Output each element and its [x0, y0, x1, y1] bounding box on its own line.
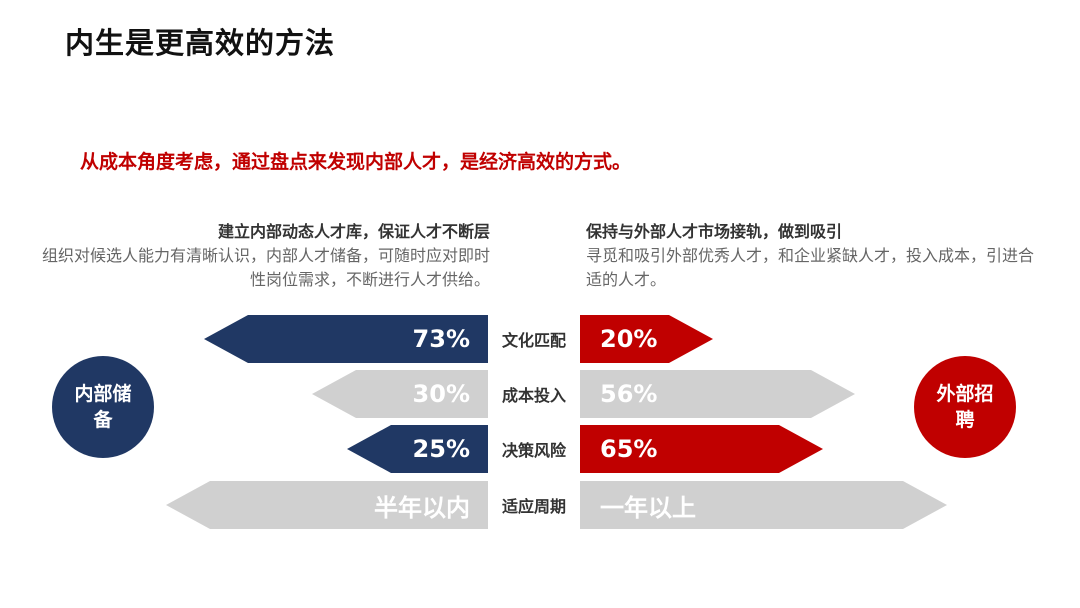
- external-cost-arrow: 56%: [580, 370, 855, 418]
- external-recruit-circle: 外部招聘: [914, 356, 1016, 458]
- external-risk-value: 65%: [600, 435, 658, 463]
- internal-risk-arrow: 25%: [347, 425, 488, 473]
- internal-adaptation-value: 半年以内: [374, 493, 470, 522]
- internal-risk-value: 25%: [412, 435, 470, 463]
- internal-culture-fit-value: 73%: [412, 325, 470, 353]
- external-recruit-label: 外部招聘: [936, 383, 994, 431]
- external-risk-arrow: 65%: [580, 425, 823, 473]
- category-adaptation: 适应周期: [501, 497, 566, 516]
- internal-adaptation-arrow: 半年以内: [166, 481, 488, 529]
- external-body: 寻觅和吸引外部优秀人才，和企业紧缺人才，投入成本，引进合适的人才。: [586, 246, 1035, 289]
- external-adaptation-arrow: 一年以上: [580, 481, 947, 529]
- internal-description: 建立内部动态人才库，保证人才不断层 组织对候选人能力有清晰认识，内部人才储备，可…: [30, 220, 490, 292]
- category-risk: 决策风险: [501, 441, 566, 460]
- internal-reserve-circle: 内部储备: [52, 356, 154, 458]
- external-description: 保持与外部人才市场接轨，做到吸引 寻觅和吸引外部优秀人才，和企业紧缺人才，投入成…: [586, 220, 1046, 292]
- category-cost: 成本投入: [501, 386, 566, 405]
- page-title: 内生是更高效的方法: [65, 26, 336, 60]
- page-subtitle: 从成本角度考虑，通过盘点来发现内部人才，是经济高效的方式。: [80, 151, 632, 173]
- internal-heading: 建立内部动态人才库，保证人才不断层: [217, 222, 490, 241]
- internal-cost-arrow: 30%: [312, 370, 488, 418]
- external-culture-fit-arrow: 20%: [580, 315, 713, 363]
- external-culture-fit-value: 20%: [600, 325, 658, 353]
- external-adaptation-value: 一年以上: [600, 493, 696, 522]
- external-cost-value: 56%: [600, 380, 658, 408]
- external-heading: 保持与外部人才市场接轨，做到吸引: [586, 222, 843, 241]
- internal-body: 组织对候选人能力有清晰认识，内部人才储备，可随时应对即时性岗位需求，不断进行人才…: [41, 246, 490, 289]
- internal-culture-fit-arrow: 73%: [204, 315, 488, 363]
- internal-reserve-label: 内部储备: [74, 383, 132, 431]
- category-culture-fit: 文化匹配: [501, 331, 566, 350]
- internal-cost-value: 30%: [412, 380, 470, 408]
